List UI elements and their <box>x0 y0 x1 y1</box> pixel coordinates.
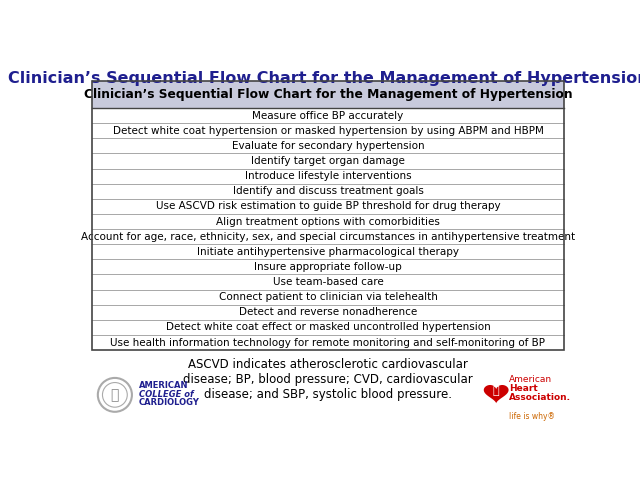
Text: Clinician’s Sequential Flow Chart for the Management of Hypertension: Clinician’s Sequential Flow Chart for th… <box>84 88 572 101</box>
Text: American: American <box>509 375 552 384</box>
Text: AMERICAN: AMERICAN <box>139 381 188 390</box>
Text: Heart: Heart <box>509 384 538 393</box>
Text: Initiate antihypertensive pharmacological therapy: Initiate antihypertensive pharmacologica… <box>197 247 459 257</box>
Text: Detect white coat effect or masked uncontrolled hypertension: Detect white coat effect or masked uncon… <box>166 323 490 333</box>
Text: Use ASCVD risk estimation to guide BP threshold for drug therapy: Use ASCVD risk estimation to guide BP th… <box>156 202 500 211</box>
Text: Use health information technology for remote monitoring and self-monitoring of B: Use health information technology for re… <box>111 337 545 348</box>
Polygon shape <box>484 385 509 403</box>
Text: Connect patient to clinician via telehealth: Connect patient to clinician via telehea… <box>219 292 437 302</box>
Text: Use team-based care: Use team-based care <box>273 277 383 287</box>
Text: Identify and discuss treatment goals: Identify and discuss treatment goals <box>232 186 424 196</box>
Bar <box>92 81 564 108</box>
Text: Detect and reverse nonadherence: Detect and reverse nonadherence <box>239 307 417 317</box>
Bar <box>92 81 564 350</box>
Text: Detect white coat hypertension or masked hypertension by using ABPM and HBPM: Detect white coat hypertension or masked… <box>113 126 543 136</box>
Text: Insure appropriate follow-up: Insure appropriate follow-up <box>254 262 402 272</box>
Text: Account for age, race, ethnicity, sex, and special circumstances in antihyperten: Account for age, race, ethnicity, sex, a… <box>81 232 575 241</box>
Text: Measure office BP accurately: Measure office BP accurately <box>252 110 404 120</box>
Text: Identify target organ damage: Identify target organ damage <box>251 156 405 166</box>
Text: life is why®: life is why® <box>509 412 556 421</box>
Text: CARDIOLOGY: CARDIOLOGY <box>139 398 200 407</box>
Text: Introduce lifestyle interventions: Introduce lifestyle interventions <box>244 171 412 181</box>
Text: ASCVD indicates atherosclerotic cardiovascular
disease; BP, blood pressure; CVD,: ASCVD indicates atherosclerotic cardiova… <box>183 358 473 401</box>
Text: 🏛: 🏛 <box>111 388 119 402</box>
Text: 🕯: 🕯 <box>493 386 499 396</box>
Text: Clinician’s Sequential Flow Chart for the Management of Hypertension: Clinician’s Sequential Flow Chart for th… <box>8 72 640 86</box>
Text: Align treatment options with comorbidities: Align treatment options with comorbiditi… <box>216 216 440 227</box>
Text: Evaluate for secondary hypertension: Evaluate for secondary hypertension <box>232 141 424 151</box>
Text: COLLEGE of: COLLEGE of <box>139 390 193 398</box>
Text: Association.: Association. <box>509 394 572 402</box>
